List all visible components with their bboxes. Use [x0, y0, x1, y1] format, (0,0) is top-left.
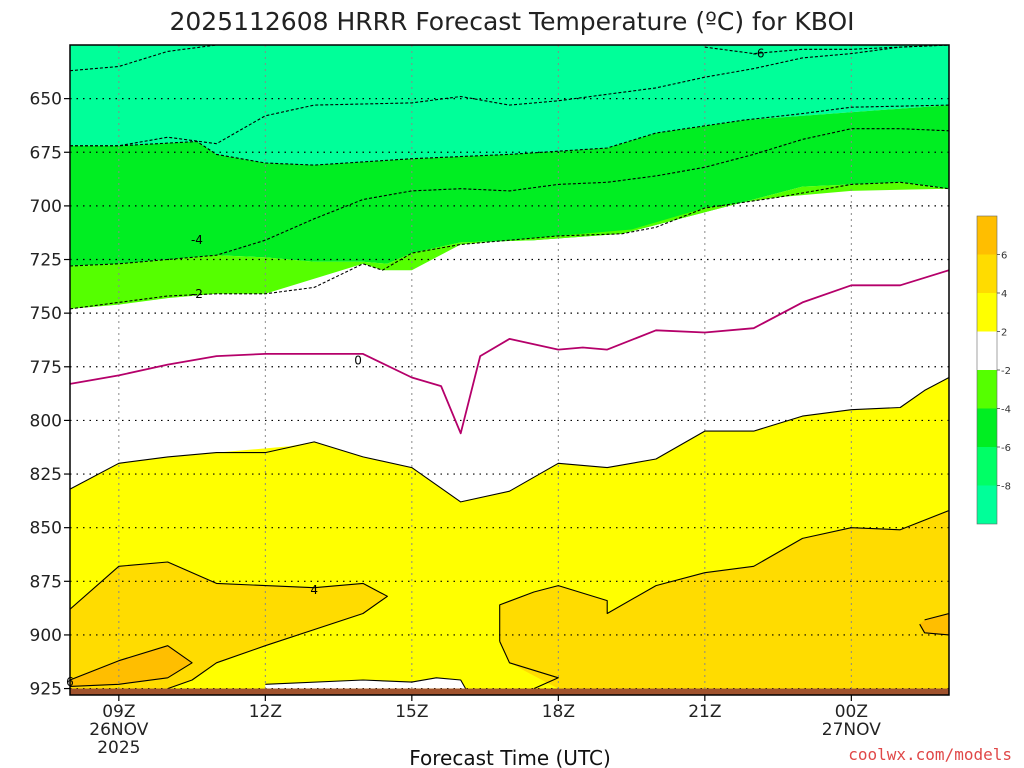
- x-axis-label: Forecast Time (UTC): [409, 746, 611, 768]
- colorbar-band: [977, 293, 997, 332]
- colorbar-band: [977, 370, 997, 409]
- contour-line-13: [265, 677, 467, 689]
- x-tick-label: 12Z: [249, 702, 282, 722]
- credit-text: coolwx.com/models: [848, 745, 1012, 764]
- contour-line-5: [70, 128, 949, 267]
- y-tick-label: 650: [30, 90, 62, 110]
- colorbar-band: [977, 216, 997, 255]
- fill-region-6: [70, 645, 193, 687]
- colorbar-band: [977, 331, 997, 370]
- contour-label: -2: [191, 287, 203, 301]
- colorbar-tick-label: 2: [1001, 328, 1007, 339]
- contour-line-1: [704, 45, 949, 55]
- x-tick-label: 21Z: [688, 702, 721, 722]
- x-tick-label: 00Z: [835, 702, 868, 722]
- colorbar-band: [977, 254, 997, 293]
- x-tick-sublabel: 26NOV: [89, 720, 148, 740]
- grid-lines: [70, 45, 949, 695]
- y-tick-label: 800: [30, 411, 62, 431]
- contour-line-7: [70, 377, 949, 503]
- contour-line-9: [499, 509, 949, 642]
- y-tick-label: 775: [30, 358, 62, 378]
- colorbar-tick-label: -8: [1001, 482, 1011, 493]
- y-tick-label: 700: [30, 197, 62, 217]
- y-tick-label: 825: [30, 465, 62, 485]
- contour-line-10: [499, 641, 559, 690]
- contour-line-6: [70, 269, 949, 435]
- contour-label: -4: [191, 233, 203, 247]
- fill-region-1: [70, 105, 949, 266]
- y-tick-label: 900: [30, 626, 62, 646]
- colorbar-tick-label: -2: [1001, 366, 1011, 377]
- y-axis: 650 675 700 725 750 775 800 825 850 875 900 925: [30, 90, 70, 700]
- contour-fills: [70, 45, 949, 695]
- colorbar-band: [977, 447, 997, 486]
- plot-frame: [69, 44, 950, 696]
- x-tick-label: 15Z: [395, 702, 428, 722]
- contour-line-2: [70, 45, 949, 147]
- colorbar-tick-label: -4: [1001, 405, 1011, 416]
- y-tick-label: 850: [30, 519, 62, 539]
- contour-line-4: [70, 181, 949, 310]
- colorbar: 6 4 2 -2 -4 -6 -8: [976, 215, 1011, 525]
- colorbar-tick-label: 4: [1001, 289, 1007, 300]
- x-tick-sublabel: 27NOV: [822, 720, 881, 740]
- contour-label: -6: [753, 47, 765, 61]
- y-tick-label: 925: [30, 680, 62, 700]
- fill-region-5: [499, 510, 949, 689]
- chart-title: 2025112608 HRRR Forecast Temperature (ºC…: [169, 7, 854, 36]
- contour-line-11: [70, 645, 193, 687]
- contour-line-12: [919, 612, 949, 636]
- y-tick-label: 725: [30, 251, 62, 271]
- colorbar-band: [977, 485, 997, 524]
- x-tick-sublabel: 2025: [97, 738, 140, 758]
- colorbar-tick-label: -6: [1001, 443, 1011, 454]
- y-tick-label: 750: [30, 304, 62, 324]
- fill-region-2: [70, 182, 949, 309]
- colorbar-band: [977, 408, 997, 447]
- fill-region-7: [919, 613, 949, 635]
- y-tick-label: 875: [30, 572, 62, 592]
- x-tick-label: 09Z: [102, 702, 135, 722]
- ground-fill: [70, 688, 949, 695]
- colorbar-tick-label: 6: [1001, 251, 1007, 262]
- contour-label: 0: [354, 353, 362, 367]
- contour-line-3: [70, 104, 949, 166]
- fill-region-8: [265, 677, 466, 689]
- ground-band: [70, 688, 949, 695]
- contour-line-8: [70, 561, 388, 690]
- x-tick-label: 18Z: [542, 702, 575, 722]
- contour-lines: [70, 45, 949, 690]
- y-tick-label: 675: [30, 143, 62, 163]
- contour-label: 4: [310, 583, 318, 597]
